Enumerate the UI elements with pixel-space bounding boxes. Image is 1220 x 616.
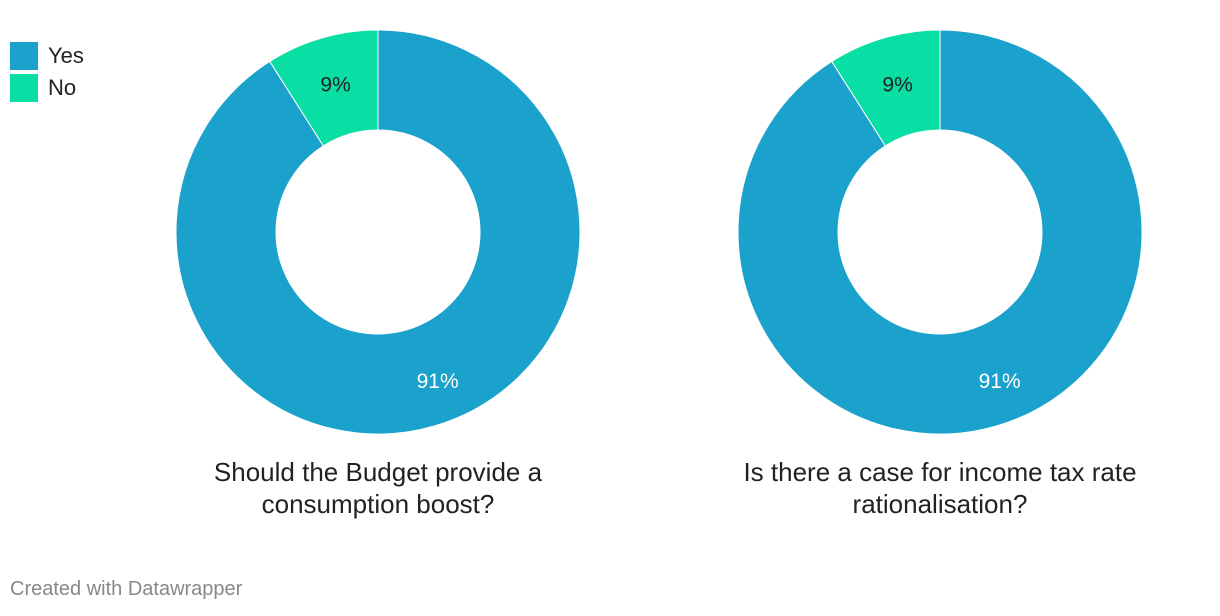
chart-title-2: Is there a case for income tax rate rati… <box>710 456 1170 520</box>
donut-1-label-yes: 91% <box>417 370 459 393</box>
chart-title-1: Should the Budget provide a consumption … <box>148 456 608 520</box>
donut-2-label-yes: 91% <box>979 370 1021 393</box>
donut-2-label-no: 9% <box>882 74 912 97</box>
donut-1-label-no: 9% <box>320 74 350 97</box>
credit-text: Created with Datawrapper <box>10 578 242 601</box>
